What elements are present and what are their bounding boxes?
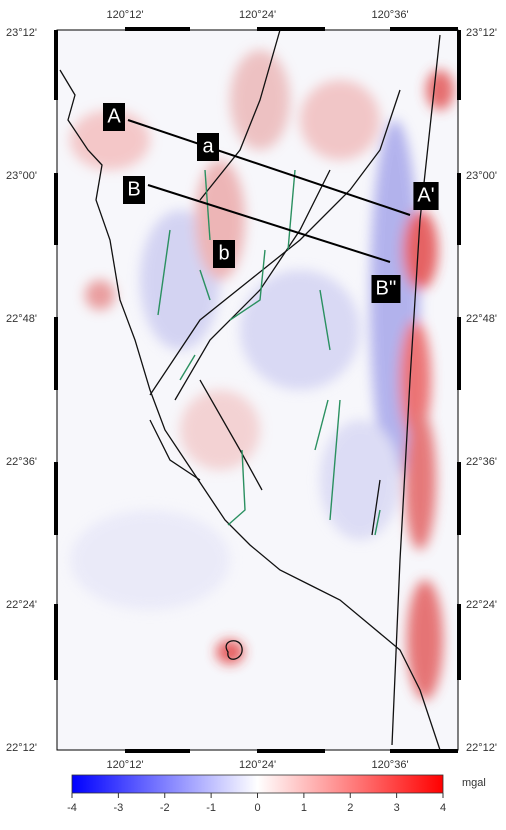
colorbar-tick-label: -4 — [67, 802, 77, 814]
frame-bar — [457, 604, 461, 680]
frame-bar — [457, 317, 461, 390]
profile-label-box — [213, 240, 235, 268]
lat-label: 22°12' — [466, 742, 497, 754]
colorbar-tick-label: 2 — [347, 802, 353, 814]
coordinate-labels: 120°12' 120°12' 120°24' 120°24' 120°36' 120°3… — [6, 9, 497, 771]
frame-bar — [457, 173, 461, 245]
faults — [149, 30, 441, 746]
profile-labels: Aa A' Bb B'' — [103, 103, 439, 303]
map-area — [57, 30, 458, 750]
colorbar-ticks: -4 -3 -2 -1 0 1 2 3 4 — [67, 793, 446, 814]
colorbar-tick-label: -1 — [206, 802, 216, 814]
lat-label: 22°24' — [6, 599, 37, 611]
lineaments — [157, 169, 381, 536]
contour — [225, 640, 243, 660]
coastline — [59, 69, 441, 750]
profile-label-box — [371, 275, 401, 303]
profile-label: B'' — [376, 277, 397, 299]
colorbar-tick-label: 1 — [301, 802, 307, 814]
profile-label: b — [218, 242, 229, 264]
frame-bar — [125, 749, 190, 753]
colorbar-unit: mgal — [462, 777, 486, 789]
lat-label: 22°48' — [6, 313, 37, 325]
lat-label: 23°12' — [466, 27, 497, 39]
frame-bar — [257, 749, 325, 753]
profile-label-box — [413, 182, 439, 210]
lat-label: 23°00' — [6, 170, 37, 182]
lat-label: 22°36' — [6, 456, 37, 468]
frame-bar — [54, 30, 58, 100]
frame-bar — [54, 462, 58, 535]
colorbar-tick-label: 4 — [440, 802, 446, 814]
colorbar-tick-label: 0 — [254, 802, 260, 814]
lat-label: 22°36' — [466, 456, 497, 468]
colorbar — [71, 774, 444, 794]
frame-bar — [125, 27, 190, 31]
profile-label: A — [107, 105, 121, 127]
lat-label: 22°48' — [466, 313, 497, 325]
lat-label: 23°12' — [6, 27, 37, 39]
frame-bar — [54, 604, 58, 680]
profile-label-box — [103, 103, 125, 131]
profile-label: B — [127, 178, 140, 200]
lon-label: 120°12' — [106, 9, 143, 21]
lon-label: 120°24' — [239, 9, 276, 21]
frame-bar — [54, 317, 58, 390]
frame-bar — [457, 462, 461, 535]
lon-label: 120°12' — [106, 759, 143, 771]
profile-label: a — [202, 135, 214, 157]
profile-label: A' — [417, 184, 434, 206]
lon-label: 120°36' — [371, 759, 408, 771]
lat-label: 23°00' — [466, 170, 497, 182]
lat-label: 22°24' — [466, 599, 497, 611]
profile-label-box — [123, 176, 145, 204]
lat-label: 22°12' — [6, 742, 37, 754]
lon-label: 120°24' — [239, 759, 276, 771]
frame-ticks — [54, 27, 461, 753]
frame-bar — [257, 27, 325, 31]
frame-bar — [54, 173, 58, 245]
colorbar-tick-label: -2 — [160, 802, 170, 814]
frame-bar — [390, 27, 458, 31]
frame-bar — [390, 749, 458, 753]
lon-label: 120°36' — [371, 9, 408, 21]
profile-label-box — [197, 133, 219, 161]
colorbar-tick-label: 3 — [394, 802, 400, 814]
colorbar-tick-label: -3 — [113, 802, 123, 814]
frame-bar — [457, 30, 461, 100]
profiles — [127, 119, 411, 263]
